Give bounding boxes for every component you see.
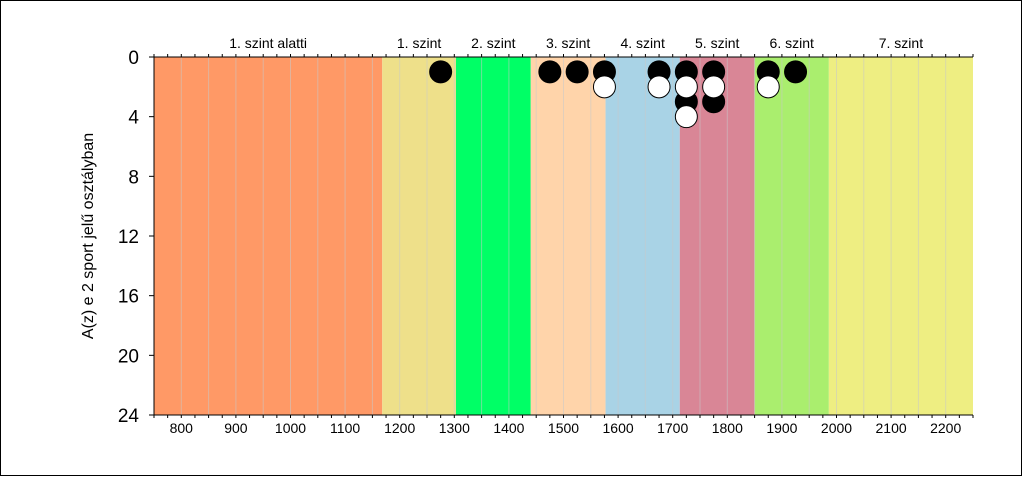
level-band bbox=[754, 57, 829, 415]
x-tick-label: 2200 bbox=[930, 420, 961, 436]
black-marker-point bbox=[565, 60, 589, 84]
x-tick-labels: 800 900 1000 1100 1200 1300 1400 1500 1600 1700 18… bbox=[170, 420, 962, 436]
black-marker-point bbox=[538, 60, 562, 84]
x-tick-label: 1400 bbox=[493, 420, 524, 436]
y-axis-label: A(z) e 2 sport jelű osztályban bbox=[80, 133, 97, 339]
x-tick-label: 1500 bbox=[548, 420, 579, 436]
white-marker-point bbox=[674, 75, 698, 99]
level-band bbox=[605, 57, 680, 415]
level-band-label: 2. szint bbox=[471, 35, 515, 51]
x-tick-label: 800 bbox=[170, 420, 194, 436]
level-band-label: 5. szint bbox=[695, 35, 739, 51]
level-band-label: 4. szint bbox=[620, 35, 664, 51]
level-band bbox=[154, 57, 383, 415]
y-tick-label: 20 bbox=[118, 346, 139, 367]
x-tick-label: 1000 bbox=[275, 420, 306, 436]
level-band-label: 3. szint bbox=[546, 35, 590, 51]
x-tick-label: 1700 bbox=[657, 420, 688, 436]
white-marker-point bbox=[592, 75, 616, 99]
y-tick-label: 0 bbox=[128, 48, 139, 69]
white-marker-point bbox=[647, 75, 671, 99]
vertical-gridlines bbox=[180, 57, 947, 415]
y-tick-label: 4 bbox=[128, 108, 139, 129]
level-band bbox=[828, 57, 973, 415]
white-marker-point bbox=[702, 75, 726, 99]
x-tick-label: 900 bbox=[224, 420, 248, 436]
level-band bbox=[530, 57, 606, 415]
level-band-label: 1. szint alatti bbox=[229, 35, 307, 51]
y-tick-label: 12 bbox=[118, 227, 139, 248]
x-tick-label: 1900 bbox=[766, 420, 797, 436]
x-tick-label: 1300 bbox=[439, 420, 470, 436]
level-band bbox=[455, 57, 531, 415]
x-tick-label: 1200 bbox=[384, 420, 415, 436]
y-tick-labels: 0 4 8 12 16 20 24 bbox=[118, 48, 140, 427]
level-band-label: 6. szint bbox=[770, 35, 814, 51]
level-band-labels: 1. szint alatti 1. szint 2. szint 3. szint 4… bbox=[229, 35, 923, 51]
y-tick-label: 24 bbox=[118, 406, 140, 427]
x-tick-label: 2100 bbox=[876, 420, 907, 436]
y-tick-label: 16 bbox=[118, 287, 139, 308]
level-band-label: 7. szint bbox=[879, 35, 923, 51]
x-tick-label: 1800 bbox=[712, 420, 743, 436]
white-marker-point bbox=[674, 105, 698, 129]
level-band bbox=[382, 57, 456, 415]
x-tick-label: 2000 bbox=[821, 420, 852, 436]
black-marker-point bbox=[429, 60, 453, 84]
black-marker-point bbox=[784, 60, 808, 84]
axes bbox=[149, 54, 974, 418]
y-tick-label: 8 bbox=[128, 167, 139, 188]
data-points bbox=[429, 60, 808, 129]
x-tick-label: 1100 bbox=[330, 420, 360, 436]
level-band-label: 1. szint bbox=[397, 35, 441, 51]
white-marker-point bbox=[756, 75, 780, 99]
x-tick-label: 1600 bbox=[603, 420, 634, 436]
